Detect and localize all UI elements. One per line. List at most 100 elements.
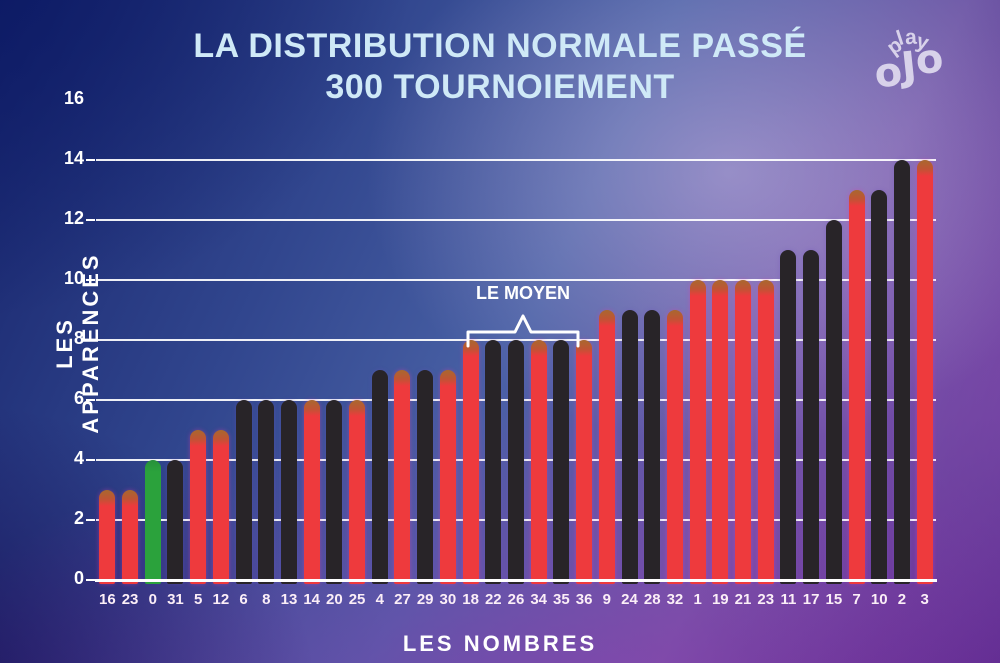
gridline-12 <box>96 219 936 221</box>
bar-0-idx2 <box>144 460 161 584</box>
x-tick-label-4-idx12: 4 <box>375 591 384 608</box>
x-tick-label-21-idx28: 21 <box>734 591 752 608</box>
bar-23-idx29 <box>757 280 774 584</box>
bar-30-idx15 <box>439 370 456 584</box>
bar-13-idx8 <box>280 400 297 584</box>
bar-6-idx6 <box>235 400 252 584</box>
y-tick-mark-10 <box>86 279 95 281</box>
y-tick-label-16: 16 <box>63 88 84 108</box>
x-tick-label-27-idx13: 27 <box>394 591 411 608</box>
bar-32-idx25 <box>666 310 683 584</box>
x-tick-label-26-idx18: 26 <box>507 591 525 608</box>
y-tick-mark-4 <box>86 459 95 461</box>
x-tick-label-28-idx24: 28 <box>643 591 661 608</box>
x-tick-label-24-idx23: 24 <box>621 591 638 608</box>
gridline-10 <box>96 279 936 281</box>
y-tick-label-4: 4 <box>73 448 84 468</box>
bar-12-idx5 <box>212 430 229 584</box>
y-tick-mark-6 <box>86 399 95 401</box>
x-tick-label-20-idx10: 20 <box>326 591 343 608</box>
gridline-14 <box>96 159 936 161</box>
chart-title-line1: LA DISTRIBUTION NORMALE PASSÉ <box>193 27 807 65</box>
chart-title: LA DISTRIBUTION NORMALE PASSÉ 300 TOURNO… <box>150 26 850 108</box>
x-tick-label-0-idx2: 0 <box>148 591 157 608</box>
x-tick-label-32-idx25: 32 <box>666 591 684 608</box>
y-tick-label-10: 10 <box>63 268 84 288</box>
x-tick-label-23-idx1: 23 <box>121 591 139 608</box>
logo-ojo-text: oJo <box>872 36 946 98</box>
x-tick-label-16-idx0: 16 <box>99 591 116 608</box>
y-tick-mark-14 <box>86 159 95 161</box>
bar-20-idx10 <box>326 400 343 584</box>
bar-31-idx3 <box>167 460 184 584</box>
x-tick-label-14-idx9: 14 <box>303 591 320 608</box>
bar-10-idx34 <box>871 190 888 584</box>
bar-8-idx7 <box>258 400 275 584</box>
x-tick-label-36-idx21: 36 <box>575 591 593 608</box>
bar-5-idx4 <box>190 430 207 584</box>
bar-1-idx26 <box>689 280 706 584</box>
x-tick-label-5-idx4: 5 <box>193 591 203 608</box>
bar-4-idx12 <box>371 370 388 584</box>
y-tick-label-14: 14 <box>63 148 84 168</box>
bar-21-idx28 <box>735 280 752 584</box>
bar-11-idx30 <box>780 250 797 584</box>
x-tick-label-6-idx6: 6 <box>239 591 248 608</box>
x-tick-label-3-idx36: 3 <box>920 591 929 608</box>
x-tick-label-12-idx5: 12 <box>212 591 230 608</box>
bar-3-idx36 <box>916 160 933 584</box>
bar-26-idx18 <box>508 340 524 584</box>
x-tick-label-2-idx35: 2 <box>897 591 907 608</box>
x-tick-label-17-idx31: 17 <box>802 591 820 608</box>
bar-15-idx32 <box>825 220 842 584</box>
bar-19-idx27 <box>712 280 729 584</box>
average-annotation-label: LE MOYEN <box>475 283 570 303</box>
bar-34-idx19 <box>530 340 547 584</box>
logo-ojo-letter-0: o <box>872 48 905 98</box>
bar-35-idx20 <box>553 340 570 584</box>
x-tick-label-25-idx11: 25 <box>348 591 366 608</box>
y-tick-mark-2 <box>86 519 95 521</box>
y-tick-label-2: 2 <box>73 508 84 528</box>
bar-14-idx9 <box>303 400 320 584</box>
x-tick-label-9-idx22: 9 <box>602 591 611 608</box>
bar-25-idx11 <box>349 400 366 584</box>
bar-18-idx16 <box>462 340 479 584</box>
y-tick-mark-8 <box>86 339 95 341</box>
x-tick-label-22-idx17: 22 <box>484 591 502 608</box>
y-tick-label-0: 0 <box>73 568 84 588</box>
bar-22-idx17 <box>485 340 502 584</box>
x-axis-title: LES NOMBRES <box>402 631 598 656</box>
x-tick-label-1-idx26: 1 <box>693 591 702 608</box>
y-tick-label-12: 12 <box>63 208 84 228</box>
x-tick-label-29-idx14: 29 <box>416 591 434 608</box>
x-tick-label-30-idx15: 30 <box>439 591 457 608</box>
bar-plot-area <box>96 100 936 584</box>
x-tick-label-19-idx27: 19 <box>711 591 729 608</box>
y-tick-mark-12 <box>86 219 95 221</box>
bar-27-idx13 <box>394 370 411 584</box>
y-tick-label-8: 8 <box>73 328 84 348</box>
x-tick-label-15-idx32: 15 <box>825 591 843 608</box>
x-tick-label-11-idx30: 11 <box>780 591 797 608</box>
y-tick-mark-0 <box>86 579 95 581</box>
bar-24-idx23 <box>621 310 638 584</box>
bar-28-idx24 <box>644 310 661 584</box>
bar-9-idx22 <box>598 310 615 584</box>
bar-2-idx35 <box>893 160 910 584</box>
x-tick-label-8-idx7: 8 <box>262 591 271 608</box>
bar-23-idx1 <box>122 490 139 584</box>
bar-16-idx0 <box>99 490 116 584</box>
x-tick-label-34-idx19: 34 <box>530 591 548 608</box>
x-tick-label-23-idx29: 23 <box>757 591 775 608</box>
x-tick-label-7-idx33: 7 <box>852 591 861 608</box>
x-tick-label-13-idx8: 13 <box>280 591 298 608</box>
x-axis-line <box>95 579 937 582</box>
average-annotation-bracket <box>466 314 580 348</box>
x-tick-label-35-idx20: 35 <box>553 591 570 608</box>
bar-7-idx33 <box>848 190 865 584</box>
bar-36-idx21 <box>576 340 593 584</box>
logo-ojo-letter-2: o <box>913 35 946 85</box>
x-tick-label-18-idx16: 18 <box>462 591 479 608</box>
